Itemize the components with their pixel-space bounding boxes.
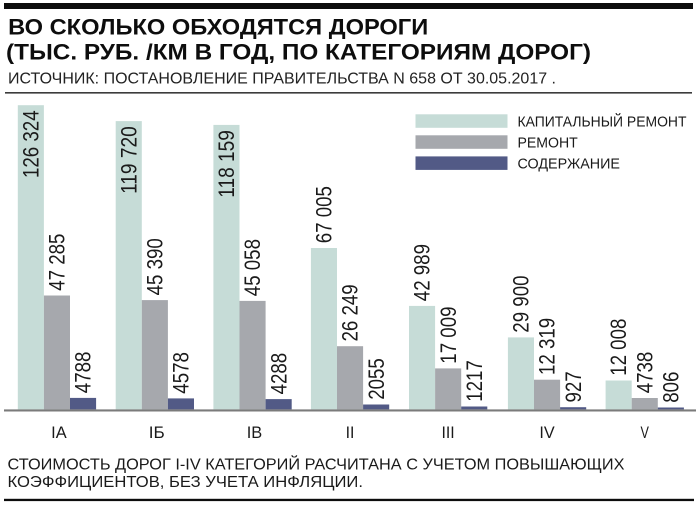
svg-text:IА: IА <box>51 423 67 442</box>
svg-text:4288: 4288 <box>266 353 291 395</box>
svg-text:СОДЕРЖАНИЕ: СОДЕРЖАНИЕ <box>518 155 621 172</box>
svg-text:47 285: 47 285 <box>45 234 70 291</box>
svg-text:12 319: 12 319 <box>535 318 560 375</box>
svg-text:26 249: 26 249 <box>338 284 363 341</box>
svg-text:V: V <box>641 423 650 442</box>
svg-text:45 390: 45 390 <box>143 238 168 295</box>
svg-text:1217: 1217 <box>462 360 487 402</box>
svg-text:4738: 4738 <box>632 352 657 394</box>
svg-text:67 005: 67 005 <box>312 186 337 243</box>
svg-text:III: III <box>442 423 455 442</box>
svg-text:126 324: 126 324 <box>19 110 44 178</box>
svg-text:118 159: 118 159 <box>214 130 239 198</box>
svg-text:29 900: 29 900 <box>509 276 534 333</box>
svg-text:45 058: 45 058 <box>240 239 265 296</box>
svg-text:806: 806 <box>659 372 684 403</box>
svg-text:IБ: IБ <box>149 423 165 442</box>
svg-text:КАПИТАЛЬНЫЙ РЕМОНТ: КАПИТАЛЬНЫЙ РЕМОНТ <box>518 112 687 130</box>
svg-text:927: 927 <box>561 371 586 402</box>
svg-text:(ТЫС. РУБ. /КМ В ГОД, ПО КАТЕГ: (ТЫС. РУБ. /КМ В ГОД, ПО КАТЕГОРИЯМ ДОРО… <box>6 40 591 65</box>
svg-text:119 720: 119 720 <box>116 126 141 194</box>
svg-text:42 989: 42 989 <box>410 244 435 301</box>
svg-text:4788: 4788 <box>71 352 96 394</box>
svg-text:12 008: 12 008 <box>606 319 631 376</box>
svg-text:17 009: 17 009 <box>436 307 461 364</box>
svg-text:РЕМОНТ: РЕМОНТ <box>518 134 578 151</box>
svg-text:IВ: IВ <box>247 423 263 442</box>
svg-text:4578: 4578 <box>169 352 194 394</box>
svg-text:II: II <box>346 423 355 442</box>
svg-text:ВО СКОЛЬКО ОБХОДЯТСЯ ДОРОГИ: ВО СКОЛЬКО ОБХОДЯТСЯ ДОРОГИ <box>8 15 428 40</box>
svg-text:2055: 2055 <box>364 358 389 400</box>
svg-text:КОЭФФИЦИЕНТОВ, БЕЗ УЧЕТА ИНФЛЯ: КОЭФФИЦИЕНТОВ, БЕЗ УЧЕТА ИНФЛЯЦИИ. <box>8 474 364 491</box>
svg-text:СТОИМОСТЬ ДОРОГ I-IV КАТЕГОРИЙ: СТОИМОСТЬ ДОРОГ I-IV КАТЕГОРИЙ РАСЧИТАНА… <box>8 455 625 474</box>
svg-text:ИСТОЧНИК: ПОСТАНОВЛЕНИЕ ПРАВИТ: ИСТОЧНИК: ПОСТАНОВЛЕНИЕ ПРАВИТЕЛЬСТВА N … <box>8 70 556 87</box>
svg-text:IV: IV <box>539 423 555 442</box>
